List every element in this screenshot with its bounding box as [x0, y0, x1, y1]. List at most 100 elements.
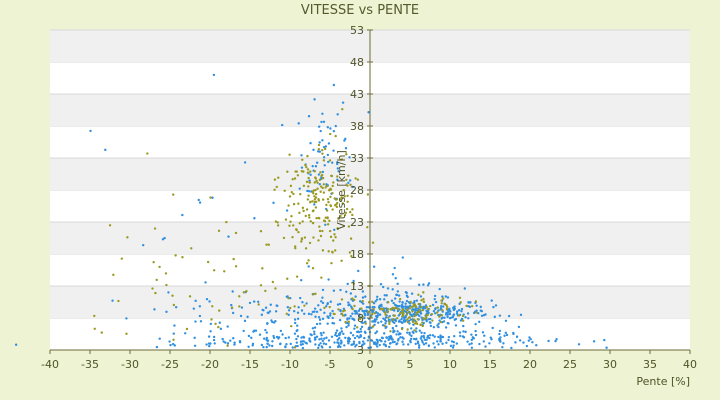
- data-point: [433, 312, 437, 315]
- data-point: [246, 315, 249, 319]
- data-point: [306, 198, 310, 201]
- data-point: [514, 341, 517, 344]
- data-point: [151, 287, 154, 290]
- data-point: [428, 334, 432, 337]
- data-point: [254, 329, 258, 332]
- data-point: [417, 293, 420, 296]
- data-point: [318, 318, 322, 321]
- data-point: [307, 194, 310, 197]
- data-point: [327, 160, 330, 164]
- data-point: [112, 273, 115, 277]
- data-point: [341, 101, 345, 104]
- data-point: [205, 297, 209, 301]
- data-point: [316, 187, 319, 190]
- data-point: [259, 284, 263, 287]
- data-point: [307, 213, 311, 217]
- data-point: [308, 337, 311, 340]
- data-point: [321, 339, 325, 343]
- data-point: [402, 305, 405, 308]
- data-point: [387, 318, 391, 322]
- data-point: [455, 310, 459, 313]
- data-point: [441, 335, 445, 339]
- data-point: [361, 315, 364, 318]
- data-point: [519, 313, 523, 317]
- data-point: [317, 125, 321, 128]
- data-point: [300, 309, 304, 312]
- data-point: [386, 307, 390, 311]
- data-point: [268, 310, 272, 313]
- data-point: [193, 336, 196, 340]
- data-point: [165, 310, 168, 314]
- data-point: [288, 153, 291, 156]
- data-point: [352, 340, 356, 343]
- data-point: [378, 298, 382, 301]
- data-point: [317, 304, 320, 307]
- data-point: [409, 318, 413, 321]
- data-point: [420, 339, 424, 342]
- data-point: [420, 316, 423, 319]
- data-point: [313, 98, 316, 101]
- data-point: [393, 303, 397, 307]
- data-point: [401, 311, 404, 314]
- data-point: [279, 329, 283, 333]
- data-point: [441, 309, 444, 312]
- data-point: [315, 335, 319, 338]
- data-point: [333, 228, 336, 232]
- data-point: [318, 225, 321, 228]
- data-point: [312, 330, 316, 333]
- data-point: [185, 327, 189, 331]
- data-point: [371, 310, 374, 314]
- data-point: [417, 283, 421, 287]
- data-point: [366, 339, 370, 342]
- data-point: [212, 269, 216, 272]
- data-point: [433, 335, 436, 338]
- data-point: [326, 322, 329, 325]
- data-point: [299, 340, 303, 343]
- x-tick-label: 40: [683, 358, 697, 371]
- data-point: [274, 287, 277, 290]
- data-point: [163, 236, 166, 240]
- data-point: [351, 307, 354, 311]
- data-point: [424, 342, 428, 345]
- data-point: [204, 281, 207, 284]
- data-point: [296, 329, 299, 332]
- data-point: [274, 319, 277, 323]
- data-point: [294, 321, 297, 325]
- data-point: [498, 329, 502, 333]
- data-point: [363, 314, 367, 317]
- data-point: [272, 336, 276, 340]
- data-point: [328, 314, 332, 317]
- data-point: [439, 320, 442, 324]
- data-point: [265, 331, 268, 334]
- data-point: [154, 291, 157, 295]
- data-point: [307, 115, 311, 118]
- data-point: [188, 295, 192, 298]
- data-point: [348, 179, 352, 182]
- data-point: [271, 344, 274, 348]
- data-point: [301, 206, 305, 210]
- data-point: [351, 213, 354, 217]
- data-point: [498, 332, 501, 336]
- data-point: [338, 334, 341, 337]
- data-point: [282, 236, 286, 240]
- data-point: [327, 250, 330, 253]
- data-point: [478, 320, 481, 324]
- data-point: [405, 306, 408, 309]
- data-point: [321, 139, 324, 142]
- data-point: [391, 318, 395, 321]
- data-point: [208, 344, 211, 348]
- data-point: [313, 198, 317, 201]
- data-point: [412, 337, 416, 341]
- data-point: [386, 310, 390, 313]
- data-point: [226, 342, 230, 345]
- data-point: [300, 240, 303, 243]
- data-point: [494, 304, 498, 307]
- data-point: [448, 308, 451, 312]
- data-point: [339, 309, 342, 312]
- data-point: [422, 300, 426, 303]
- data-point: [406, 328, 409, 331]
- data-point: [164, 272, 168, 275]
- data-point: [372, 301, 376, 305]
- data-point: [313, 195, 316, 198]
- data-point: [327, 200, 330, 204]
